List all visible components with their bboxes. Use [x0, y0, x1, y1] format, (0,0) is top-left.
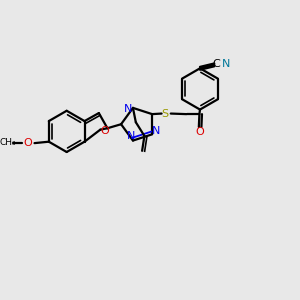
- Text: O: O: [24, 138, 33, 148]
- Text: CH₃: CH₃: [0, 138, 16, 147]
- Text: N: N: [127, 131, 136, 141]
- Text: O: O: [100, 126, 109, 136]
- Text: N: N: [222, 59, 230, 69]
- Text: O: O: [196, 127, 204, 137]
- Text: S: S: [161, 109, 169, 118]
- Text: C: C: [213, 59, 220, 69]
- Text: N: N: [152, 126, 160, 136]
- Text: N: N: [124, 104, 132, 114]
